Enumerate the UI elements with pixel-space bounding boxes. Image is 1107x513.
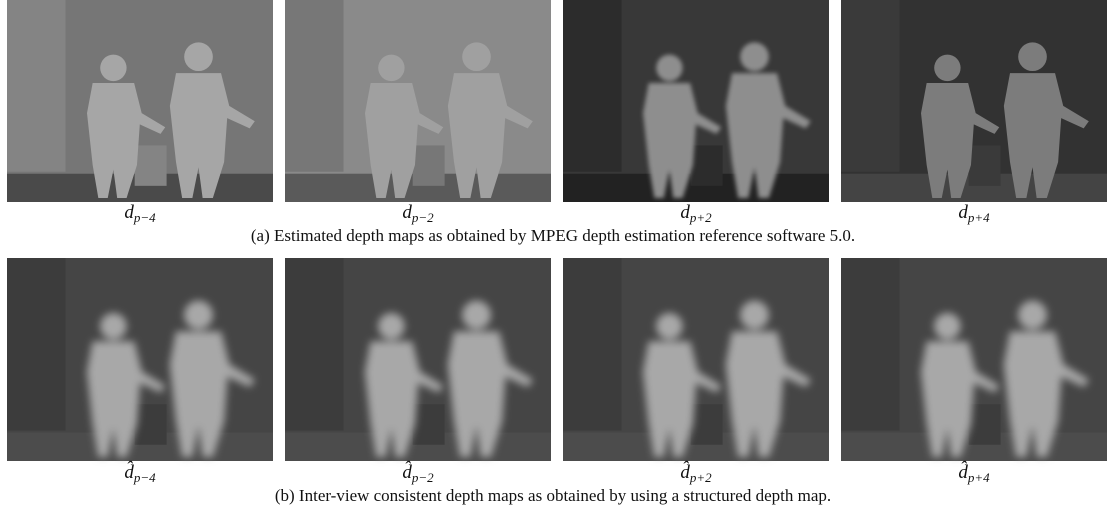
label-base: d (402, 202, 412, 223)
depth-map-image (7, 258, 273, 461)
caption: (a) Estimated depth maps as obtained by … (251, 226, 855, 245)
head (934, 55, 960, 81)
box-region (413, 404, 445, 445)
label-base: d (680, 202, 690, 223)
label-base: d̂ (402, 461, 412, 483)
head (462, 301, 491, 330)
head (1018, 42, 1047, 71)
panel-label: d̂p−2 (402, 461, 434, 485)
depth-map-image (563, 0, 829, 202)
panel-label: dp+2 (680, 202, 712, 225)
head (462, 42, 491, 71)
box-region (691, 145, 723, 185)
wall-region (841, 258, 900, 431)
box-region (969, 145, 1001, 185)
box-region (969, 404, 1001, 445)
head (378, 55, 404, 81)
head (740, 301, 769, 330)
label-base: d̂ (680, 461, 690, 483)
label-subscript: p+2 (689, 210, 712, 225)
head (100, 313, 127, 340)
head (378, 313, 405, 340)
wall-region (563, 0, 622, 172)
wall-region (841, 0, 900, 172)
depth-map-image (7, 0, 273, 202)
panel-label: d̂p+4 (958, 461, 990, 485)
box-region (691, 404, 723, 445)
depth-map-image (285, 258, 551, 461)
panel-label: d̂p−4 (124, 461, 156, 485)
wall-region (7, 258, 66, 431)
box-region (413, 145, 445, 185)
label-subscript: p−2 (411, 470, 434, 485)
head (184, 42, 213, 71)
label-subscript: p−4 (133, 210, 156, 225)
label-subscript: p+4 (967, 210, 990, 225)
label-subscript: p+4 (967, 470, 990, 485)
page: dp−4dp−2dp+2dp+4(a) Estimated depth maps… (0, 0, 1107, 513)
label-base: d̂ (124, 461, 134, 483)
wall-region (7, 0, 66, 172)
head (934, 313, 961, 340)
wall-region (563, 258, 622, 431)
box-region (135, 145, 167, 185)
label-subscript: p−4 (133, 470, 156, 485)
head (100, 55, 126, 81)
depth-map-image (285, 0, 551, 202)
depth-map-image (841, 0, 1107, 202)
label-subscript: p−2 (411, 210, 434, 225)
head (184, 301, 213, 330)
caption: (b) Inter-view consistent depth maps as … (275, 486, 831, 505)
label-base: d (124, 202, 134, 223)
box-region (135, 404, 167, 445)
label-base: d (958, 202, 968, 223)
figure: dp−4dp−2dp+2dp+4(a) Estimated depth maps… (0, 0, 1107, 513)
depth-map-image (563, 258, 829, 461)
head (656, 55, 682, 81)
panel-label: dp−4 (124, 202, 156, 225)
wall-region (285, 258, 344, 431)
panel-label: dp+4 (958, 202, 990, 225)
head (740, 42, 769, 71)
label-base: d̂ (958, 461, 968, 483)
wall-region (285, 0, 344, 172)
panel-label: d̂p+2 (680, 461, 712, 485)
panel-label: dp−2 (402, 202, 434, 225)
head (656, 313, 683, 340)
depth-map-image (841, 258, 1107, 461)
head (1018, 301, 1047, 330)
label-subscript: p+2 (689, 470, 712, 485)
